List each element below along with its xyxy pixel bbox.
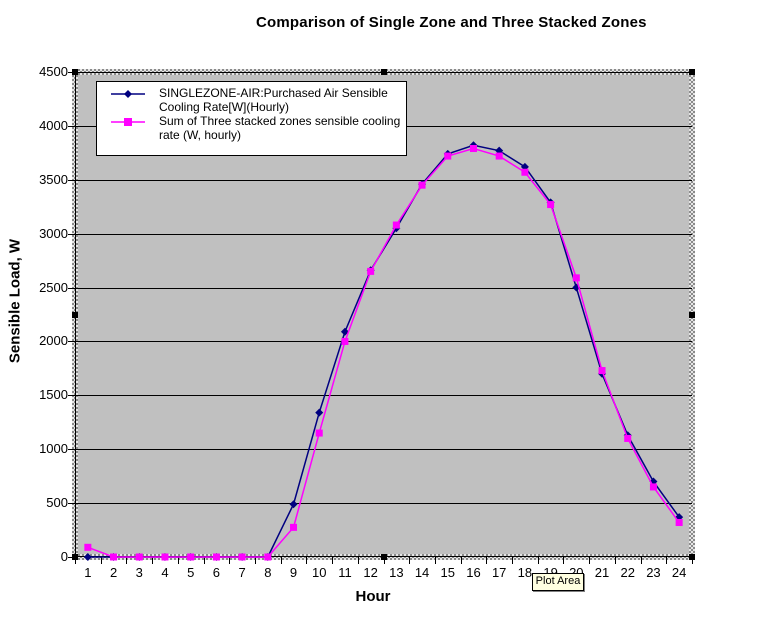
selection-handle[interactable] — [689, 312, 695, 318]
x-tick-label: 23 — [646, 565, 661, 580]
x-tick-label: 2 — [109, 565, 118, 580]
x-tick-label: 7 — [238, 565, 246, 580]
legend-square-marker-icon — [97, 114, 159, 127]
selection-handle[interactable] — [72, 312, 78, 318]
data-point-square — [238, 553, 246, 561]
x-tick-label: 8 — [264, 565, 272, 580]
legend-label-stacked-zones: Sum of Three stacked zones sensible cool… — [159, 114, 401, 142]
data-point-square — [392, 221, 400, 229]
data-point-square — [161, 553, 169, 561]
y-tick-label: 3500 — [39, 171, 68, 187]
legend-entry-stacked-zones[interactable]: Sum of Three stacked zones sensible cool… — [97, 114, 406, 142]
data-point-diamond — [340, 327, 349, 336]
y-tick-label: 2500 — [39, 279, 68, 295]
data-point-square — [598, 367, 606, 375]
data-point-square — [521, 168, 529, 176]
legend-shape-0 — [124, 90, 132, 98]
data-point-square — [444, 152, 452, 160]
data-point-square — [418, 181, 426, 189]
y-tick-label: 1000 — [39, 441, 68, 457]
data-point-square — [624, 434, 632, 442]
data-point-square — [110, 553, 118, 561]
data-point-diamond — [315, 408, 324, 417]
data-point-square — [135, 553, 143, 561]
data-point-square — [84, 543, 92, 551]
data-point-square — [572, 274, 580, 282]
x-tick-label: 15 — [440, 565, 455, 580]
x-tick-label: 12 — [363, 565, 378, 580]
data-point-square — [495, 152, 503, 160]
x-tick-label: 14 — [414, 565, 430, 580]
data-point-square — [547, 201, 555, 209]
x-tick-label: 24 — [671, 565, 687, 580]
x-tick-label: 17 — [491, 565, 507, 580]
x-tick-label: 21 — [594, 565, 610, 580]
data-point-square — [264, 553, 272, 561]
x-tick-label: 22 — [620, 565, 635, 580]
data-point-square — [469, 145, 477, 153]
selection-handle[interactable] — [689, 554, 695, 560]
x-tick-label: 5 — [187, 565, 195, 580]
y-tick-label: 1500 — [39, 387, 68, 403]
x-tick-label: 18 — [517, 565, 533, 580]
data-point-square — [675, 519, 683, 527]
selection-handle[interactable] — [689, 69, 695, 75]
data-point-square — [315, 429, 323, 437]
data-point-square — [212, 553, 220, 561]
series-line-0 — [87, 144, 680, 558]
selection-handle[interactable] — [381, 554, 387, 560]
data-point-square — [367, 267, 375, 275]
data-point-diamond — [83, 553, 92, 561]
x-axis-title[interactable]: Hour — [355, 588, 391, 605]
y-tick-label: 2000 — [39, 333, 68, 349]
legend-shape-1 — [124, 118, 132, 126]
x-tick-label: 10 — [311, 565, 327, 580]
x-tick-label: 11 — [338, 565, 352, 580]
series-line-1 — [87, 147, 680, 558]
data-point-square — [290, 523, 298, 531]
legend-label-single-zone: SINGLEZONE-AIR:Purchased Air Sensible Co… — [159, 86, 388, 114]
selection-handle[interactable] — [381, 69, 387, 75]
x-tick-label: 13 — [389, 565, 404, 580]
x-tick-label: 9 — [289, 565, 298, 580]
plot-area-tooltip: Plot Area — [532, 573, 584, 591]
x-tick-label: 1 — [84, 565, 92, 580]
chart-title[interactable]: Comparison of Single Zone and Three Stac… — [256, 14, 647, 31]
data-point-square — [341, 337, 349, 345]
legend[interactable]: SINGLEZONE-AIR:Purchased Air Sensible Co… — [96, 81, 407, 156]
legend-entry-single-zone[interactable]: SINGLEZONE-AIR:Purchased Air Sensible Co… — [97, 86, 406, 114]
y-tick-label: 3000 — [39, 225, 68, 241]
y-tick-label: 0 — [60, 549, 68, 564]
x-tick-label: 6 — [212, 565, 220, 580]
data-point-diamond — [572, 283, 581, 292]
data-point-diamond — [289, 500, 298, 509]
x-tick-label: 4 — [161, 565, 169, 580]
y-tick-label: 500 — [46, 495, 68, 511]
data-point-square — [187, 553, 195, 561]
data-point-square — [649, 483, 657, 491]
y-tick-label: 4500 — [39, 64, 68, 79]
x-tick-label: 3 — [135, 565, 143, 580]
legend-diamond-marker-icon — [97, 86, 159, 99]
selection-handle[interactable] — [72, 69, 78, 75]
x-tick-label: 16 — [466, 565, 481, 580]
y-tick-label: 4000 — [39, 117, 68, 133]
selection-handle[interactable] — [72, 554, 78, 560]
